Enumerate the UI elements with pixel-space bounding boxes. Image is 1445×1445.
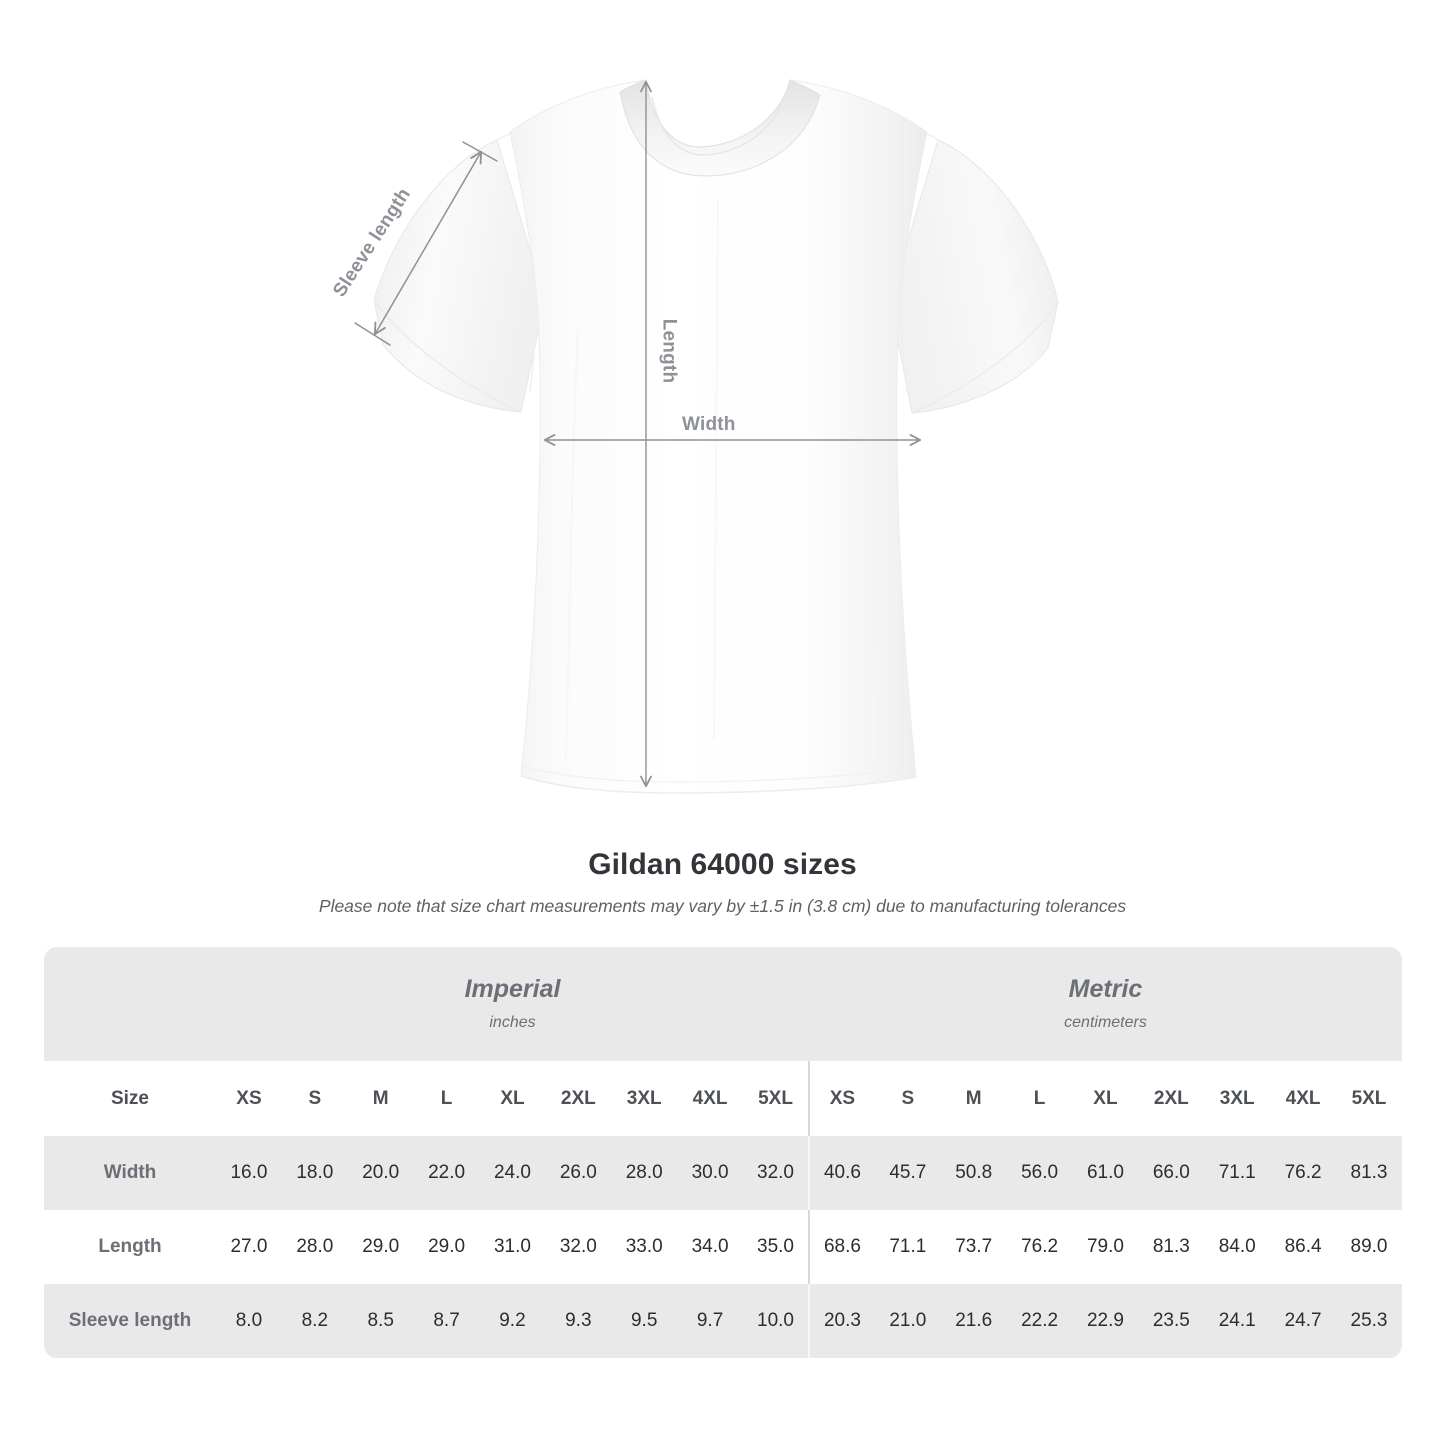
- cell-metric-5xl: 89.0: [1336, 1210, 1402, 1284]
- page-title: Gildan 64000 sizes: [588, 848, 857, 881]
- length-dimension-label: Length: [658, 318, 680, 384]
- cell-imperial-m: 20.0: [347, 1136, 414, 1210]
- cell-metric-l: 22.2: [1006, 1284, 1073, 1358]
- cell-metric-xs: 68.6: [808, 1210, 875, 1284]
- cell-metric-m: 50.8: [940, 1136, 1007, 1210]
- cell-metric-2xl: 66.0: [1138, 1136, 1205, 1210]
- cell-imperial-s: 8.2: [281, 1284, 348, 1358]
- cell-metric-s: 71.1: [874, 1210, 941, 1284]
- cell-metric-m: 73.7: [940, 1210, 1007, 1284]
- cell-metric-5xl: 81.3: [1336, 1136, 1402, 1210]
- cell-metric-s: 45.7: [874, 1136, 941, 1210]
- size-header-label: Size: [44, 1061, 217, 1136]
- size-chart-table-container: Imperial inches Metric centimeters Size XS S M L…: [44, 947, 1402, 1358]
- cell-metric-xl: 79.0: [1072, 1210, 1139, 1284]
- size-chart-table: Imperial inches Metric centimeters Size XS S M L…: [44, 947, 1402, 1358]
- cell-imperial-xs: 8.0: [216, 1284, 282, 1358]
- cell-imperial-4xl: 34.0: [677, 1210, 744, 1284]
- size-header-metric-5xl: 5XL: [1336, 1061, 1402, 1136]
- cell-imperial-l: 29.0: [413, 1210, 480, 1284]
- cell-metric-4xl: 24.7: [1270, 1284, 1336, 1358]
- cell-metric-3xl: 71.1: [1204, 1136, 1271, 1210]
- cell-imperial-m: 8.5: [347, 1284, 414, 1358]
- cell-metric-4xl: 86.4: [1270, 1210, 1336, 1284]
- size-header-imperial-l: L: [413, 1061, 480, 1136]
- cell-metric-xl: 61.0: [1072, 1136, 1139, 1210]
- size-header-imperial-xs: XS: [216, 1061, 282, 1136]
- size-header-imperial-3xl: 3XL: [611, 1061, 678, 1136]
- size-header-imperial-2xl: 2XL: [545, 1061, 612, 1136]
- cell-imperial-xs: 27.0: [216, 1210, 282, 1284]
- table-row: Sleeve length 8.0 8.2 8.5 8.7 9.2 9.3 9.5 9.7 10.…: [44, 1284, 1402, 1358]
- unit-name: Imperial: [464, 975, 561, 1004]
- cell-metric-xs: 20.3: [808, 1284, 875, 1358]
- cell-imperial-xl: 31.0: [479, 1210, 546, 1284]
- unit-banner-imperial: Imperial inches: [216, 947, 809, 1061]
- cell-imperial-4xl: 9.7: [677, 1284, 744, 1358]
- table-row: Width 16.0 18.0 20.0 22.0 24.0 26.0 28.0 30.0 32.…: [44, 1136, 1402, 1210]
- cell-imperial-l: 8.7: [413, 1284, 480, 1358]
- cell-imperial-s: 18.0: [281, 1136, 348, 1210]
- size-header-metric-2xl: 2XL: [1138, 1061, 1205, 1136]
- cell-metric-5xl: 25.3: [1336, 1284, 1402, 1358]
- cell-imperial-xl: 24.0: [479, 1136, 546, 1210]
- cell-imperial-3xl: 33.0: [611, 1210, 678, 1284]
- cell-imperial-xl: 9.2: [479, 1284, 546, 1358]
- unit-banner-row: Imperial inches Metric centimeters: [44, 947, 1402, 1061]
- unit-banner-metric: Metric centimeters: [809, 947, 1402, 1061]
- cell-metric-2xl: 81.3: [1138, 1210, 1205, 1284]
- size-header-imperial-xl: XL: [479, 1061, 546, 1136]
- size-header-metric-s: S: [874, 1061, 941, 1136]
- cell-imperial-3xl: 28.0: [611, 1136, 678, 1210]
- cell-metric-l: 76.2: [1006, 1210, 1073, 1284]
- cell-metric-4xl: 76.2: [1270, 1136, 1336, 1210]
- cell-imperial-4xl: 30.0: [677, 1136, 744, 1210]
- cell-metric-2xl: 23.5: [1138, 1284, 1205, 1358]
- size-header-metric-3xl: 3XL: [1204, 1061, 1271, 1136]
- width-dimension-label: Width: [682, 414, 736, 435]
- cell-imperial-s: 28.0: [281, 1210, 348, 1284]
- sleeve-length-arrow: [354, 141, 498, 346]
- measurement-label-sleeve-length: Sleeve length: [44, 1284, 217, 1358]
- cell-imperial-xs: 16.0: [216, 1136, 282, 1210]
- cell-imperial-5xl: 35.0: [743, 1210, 809, 1284]
- size-header-row: Size XS S M L XL 2XL 3XL 4XL 5XL XS S M L XL 2XL 3XL 4XL 5…: [44, 1061, 1402, 1136]
- cell-imperial-5xl: 32.0: [743, 1136, 809, 1210]
- cell-imperial-2xl: 9.3: [545, 1284, 612, 1358]
- size-header-imperial-5xl: 5XL: [743, 1061, 809, 1136]
- size-header-metric-l: L: [1006, 1061, 1073, 1136]
- unit-subtitle: inches: [489, 1013, 536, 1031]
- cell-metric-xs: 40.6: [808, 1136, 875, 1210]
- cell-metric-m: 21.6: [940, 1284, 1007, 1358]
- tshirt-illustration: [354, 79, 1059, 794]
- cell-metric-l: 56.0: [1006, 1136, 1073, 1210]
- cell-imperial-m: 29.0: [347, 1210, 414, 1284]
- table-row: Length 27.0 28.0 29.0 29.0 31.0 32.0 33.0 34.0 35…: [44, 1210, 1402, 1284]
- size-header-imperial-s: S: [281, 1061, 348, 1136]
- cell-metric-xl: 22.9: [1072, 1284, 1139, 1358]
- cell-imperial-2xl: 26.0: [545, 1136, 612, 1210]
- unit-banner-spacer: [44, 947, 217, 1061]
- cell-imperial-3xl: 9.5: [611, 1284, 678, 1358]
- unit-name: Metric: [1068, 975, 1143, 1004]
- size-header-imperial-m: M: [347, 1061, 414, 1136]
- cell-metric-s: 21.0: [874, 1284, 941, 1358]
- measurement-label-width: Width: [44, 1136, 217, 1210]
- measurement-label-length: Length: [44, 1210, 217, 1284]
- size-header-imperial-4xl: 4XL: [677, 1061, 744, 1136]
- tshirt-measurement-diagram: Sleeve length Length Width: [329, 79, 1059, 794]
- size-header-metric-xl: XL: [1072, 1061, 1139, 1136]
- shirt-body-shape: [373, 79, 1059, 794]
- cell-imperial-l: 22.0: [413, 1136, 480, 1210]
- size-header-metric-4xl: 4XL: [1270, 1061, 1336, 1136]
- cell-metric-3xl: 84.0: [1204, 1210, 1271, 1284]
- measurement-tolerance-note: Please note that size chart measurements…: [318, 896, 1127, 916]
- unit-subtitle: centimeters: [1064, 1013, 1147, 1031]
- cell-metric-3xl: 24.1: [1204, 1284, 1271, 1358]
- size-header-metric-m: M: [940, 1061, 1007, 1136]
- cell-imperial-5xl: 10.0: [743, 1284, 809, 1358]
- size-header-metric-xs: XS: [808, 1061, 875, 1136]
- cell-imperial-2xl: 32.0: [545, 1210, 612, 1284]
